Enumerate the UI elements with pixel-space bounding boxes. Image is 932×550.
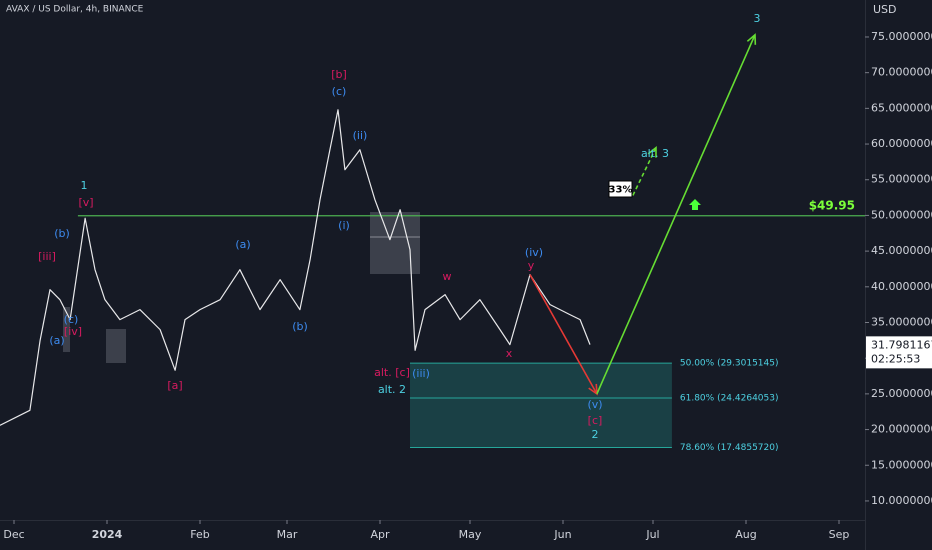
x-tick-label: 2024 <box>92 528 123 541</box>
wave-label: (a) <box>235 238 250 251</box>
wave-label: (iv) <box>525 246 543 259</box>
wave-label: y <box>528 259 535 272</box>
gray-box <box>106 329 126 363</box>
y-tick-label: 70.0000000 <box>871 66 932 79</box>
wave-label: alt. 3 <box>641 147 669 160</box>
probability-box <box>608 180 633 198</box>
wave-label: [iv] <box>64 325 82 338</box>
chart-title: AVAX / US Dollar, 4h, BINANCE <box>6 5 144 15</box>
wave-label: (v) <box>587 398 602 411</box>
x-tick-label: Dec <box>3 528 24 541</box>
wave-label: (b) <box>54 227 70 240</box>
wave-label: [c] <box>588 414 603 427</box>
x-tick-label: Jul <box>645 528 659 541</box>
wave-label: [v] <box>78 196 93 209</box>
wave-label: (b) <box>292 320 308 333</box>
x-tick-label: Feb <box>190 528 209 541</box>
x-tick-label: May <box>459 528 482 541</box>
wave-label: w <box>443 270 452 283</box>
wave-label: 3 <box>754 12 761 25</box>
currency-label: USD <box>873 3 897 16</box>
fib-label: 50.00% (29.3015145) <box>680 359 779 369</box>
y-tick-label: 40.0000000 <box>871 280 932 293</box>
projection <box>529 274 598 395</box>
wave-label: 1 <box>81 179 88 192</box>
wave-label: (a) <box>49 334 64 347</box>
fib-label: 78.60% (17.4855720) <box>680 443 779 453</box>
fib-label: 61.80% (24.4264053) <box>680 393 779 403</box>
y-tick-label: 75.0000000 <box>871 30 932 43</box>
last-price: 31.7981167 <box>871 338 932 351</box>
wave-label: (i) <box>338 219 350 232</box>
wave-label: (ii) <box>353 129 368 142</box>
gray-box <box>63 307 70 352</box>
wave-label: [iii] <box>38 250 56 263</box>
wave-label: [a] <box>167 379 182 392</box>
arrow-head <box>647 145 657 158</box>
price-line <box>0 109 591 426</box>
y-tick-label: 60.0000000 <box>871 137 932 150</box>
wave-label: [b] <box>331 68 347 81</box>
y-tick-label: 45.0000000 <box>871 244 932 257</box>
x-tick-label: Jun <box>553 528 571 541</box>
wave-label: (c) <box>64 313 79 326</box>
up-arrow-icon <box>689 199 701 210</box>
y-tick-label: 10.0000000 <box>871 494 932 507</box>
y-tick-label: 65.0000000 <box>871 101 932 114</box>
arrow-head <box>746 33 757 45</box>
probability-label: 33% <box>609 185 633 196</box>
x-tick-label: Aug <box>735 528 756 541</box>
wave-label: alt. 2 <box>378 383 406 396</box>
wave-label: x <box>506 347 513 360</box>
y-tick-label: 50.0000000 <box>871 208 932 221</box>
wave-label: (iii) <box>412 367 430 380</box>
y-tick-label: 35.0000000 <box>871 315 932 328</box>
x-tick-label: Mar <box>277 528 298 541</box>
y-tick-label: 25.0000000 <box>871 387 932 400</box>
x-tick-label: Sep <box>829 528 850 541</box>
countdown: 02:25:53 <box>871 352 920 365</box>
y-tick-label: 55.0000000 <box>871 173 932 186</box>
resistance-label: $49.95 <box>809 198 855 212</box>
wave-label: 2 <box>592 428 599 441</box>
fib-zone <box>410 363 672 448</box>
wave-label: alt. [c] <box>374 366 410 379</box>
projection <box>596 34 756 395</box>
price-tag <box>866 336 932 369</box>
y-tick-label: 20.0000000 <box>871 423 932 436</box>
y-tick-label: 15.0000000 <box>871 458 932 471</box>
x-tick-label: Apr <box>370 528 390 541</box>
wave-label: (c) <box>332 85 347 98</box>
projection <box>632 147 657 196</box>
gray-box <box>370 212 420 274</box>
